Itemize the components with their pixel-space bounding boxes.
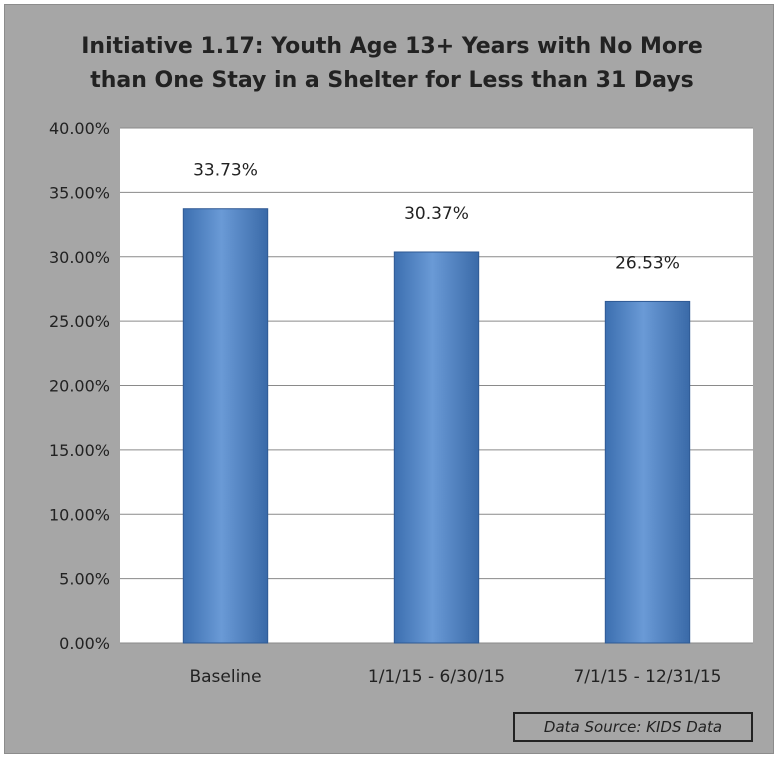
bar	[182, 208, 269, 644]
bar-data-label: 30.37%	[404, 204, 469, 224]
bar-data-label: 26.53%	[615, 253, 680, 273]
y-axis-tick-labels: 0.00% 5.00% 10.00% 15.00% 20.00% 25.00% 30.00%…	[49, 119, 110, 653]
y-tick-label: 30.00%	[49, 248, 110, 267]
y-tick-label: 40.00%	[49, 119, 110, 138]
x-category-label: 7/1/15 - 12/31/15	[573, 667, 721, 687]
bar	[393, 251, 480, 644]
y-tick-label: 0.00%	[59, 634, 110, 653]
y-tick-label: 20.00%	[49, 377, 110, 396]
y-tick-label: 15.00%	[49, 441, 110, 460]
data-source-note: Data Source: KIDS Data	[513, 712, 753, 742]
x-category-label: Baseline	[189, 667, 261, 687]
x-axis-category-labels: Baseline 1/1/15 - 6/30/15 7/1/15 - 12/31/1…	[189, 667, 721, 687]
bar	[604, 300, 691, 644]
y-tick-label: 5.00%	[59, 570, 110, 589]
chart-title-line-2: than One Stay in a Shelter for Less than…	[90, 68, 694, 93]
bar-data-label: 33.73%	[193, 161, 258, 181]
y-tick-label: 10.00%	[49, 505, 110, 524]
x-category-label: 1/1/15 - 6/30/15	[368, 667, 505, 687]
y-tick-label: 25.00%	[49, 312, 110, 331]
chart-title-line-1: Initiative 1.17: Youth Age 13+ Years wit…	[81, 34, 703, 59]
bars: 33.73% 30.37% 26.53%	[182, 161, 691, 644]
y-tick-label: 35.00%	[49, 183, 110, 202]
